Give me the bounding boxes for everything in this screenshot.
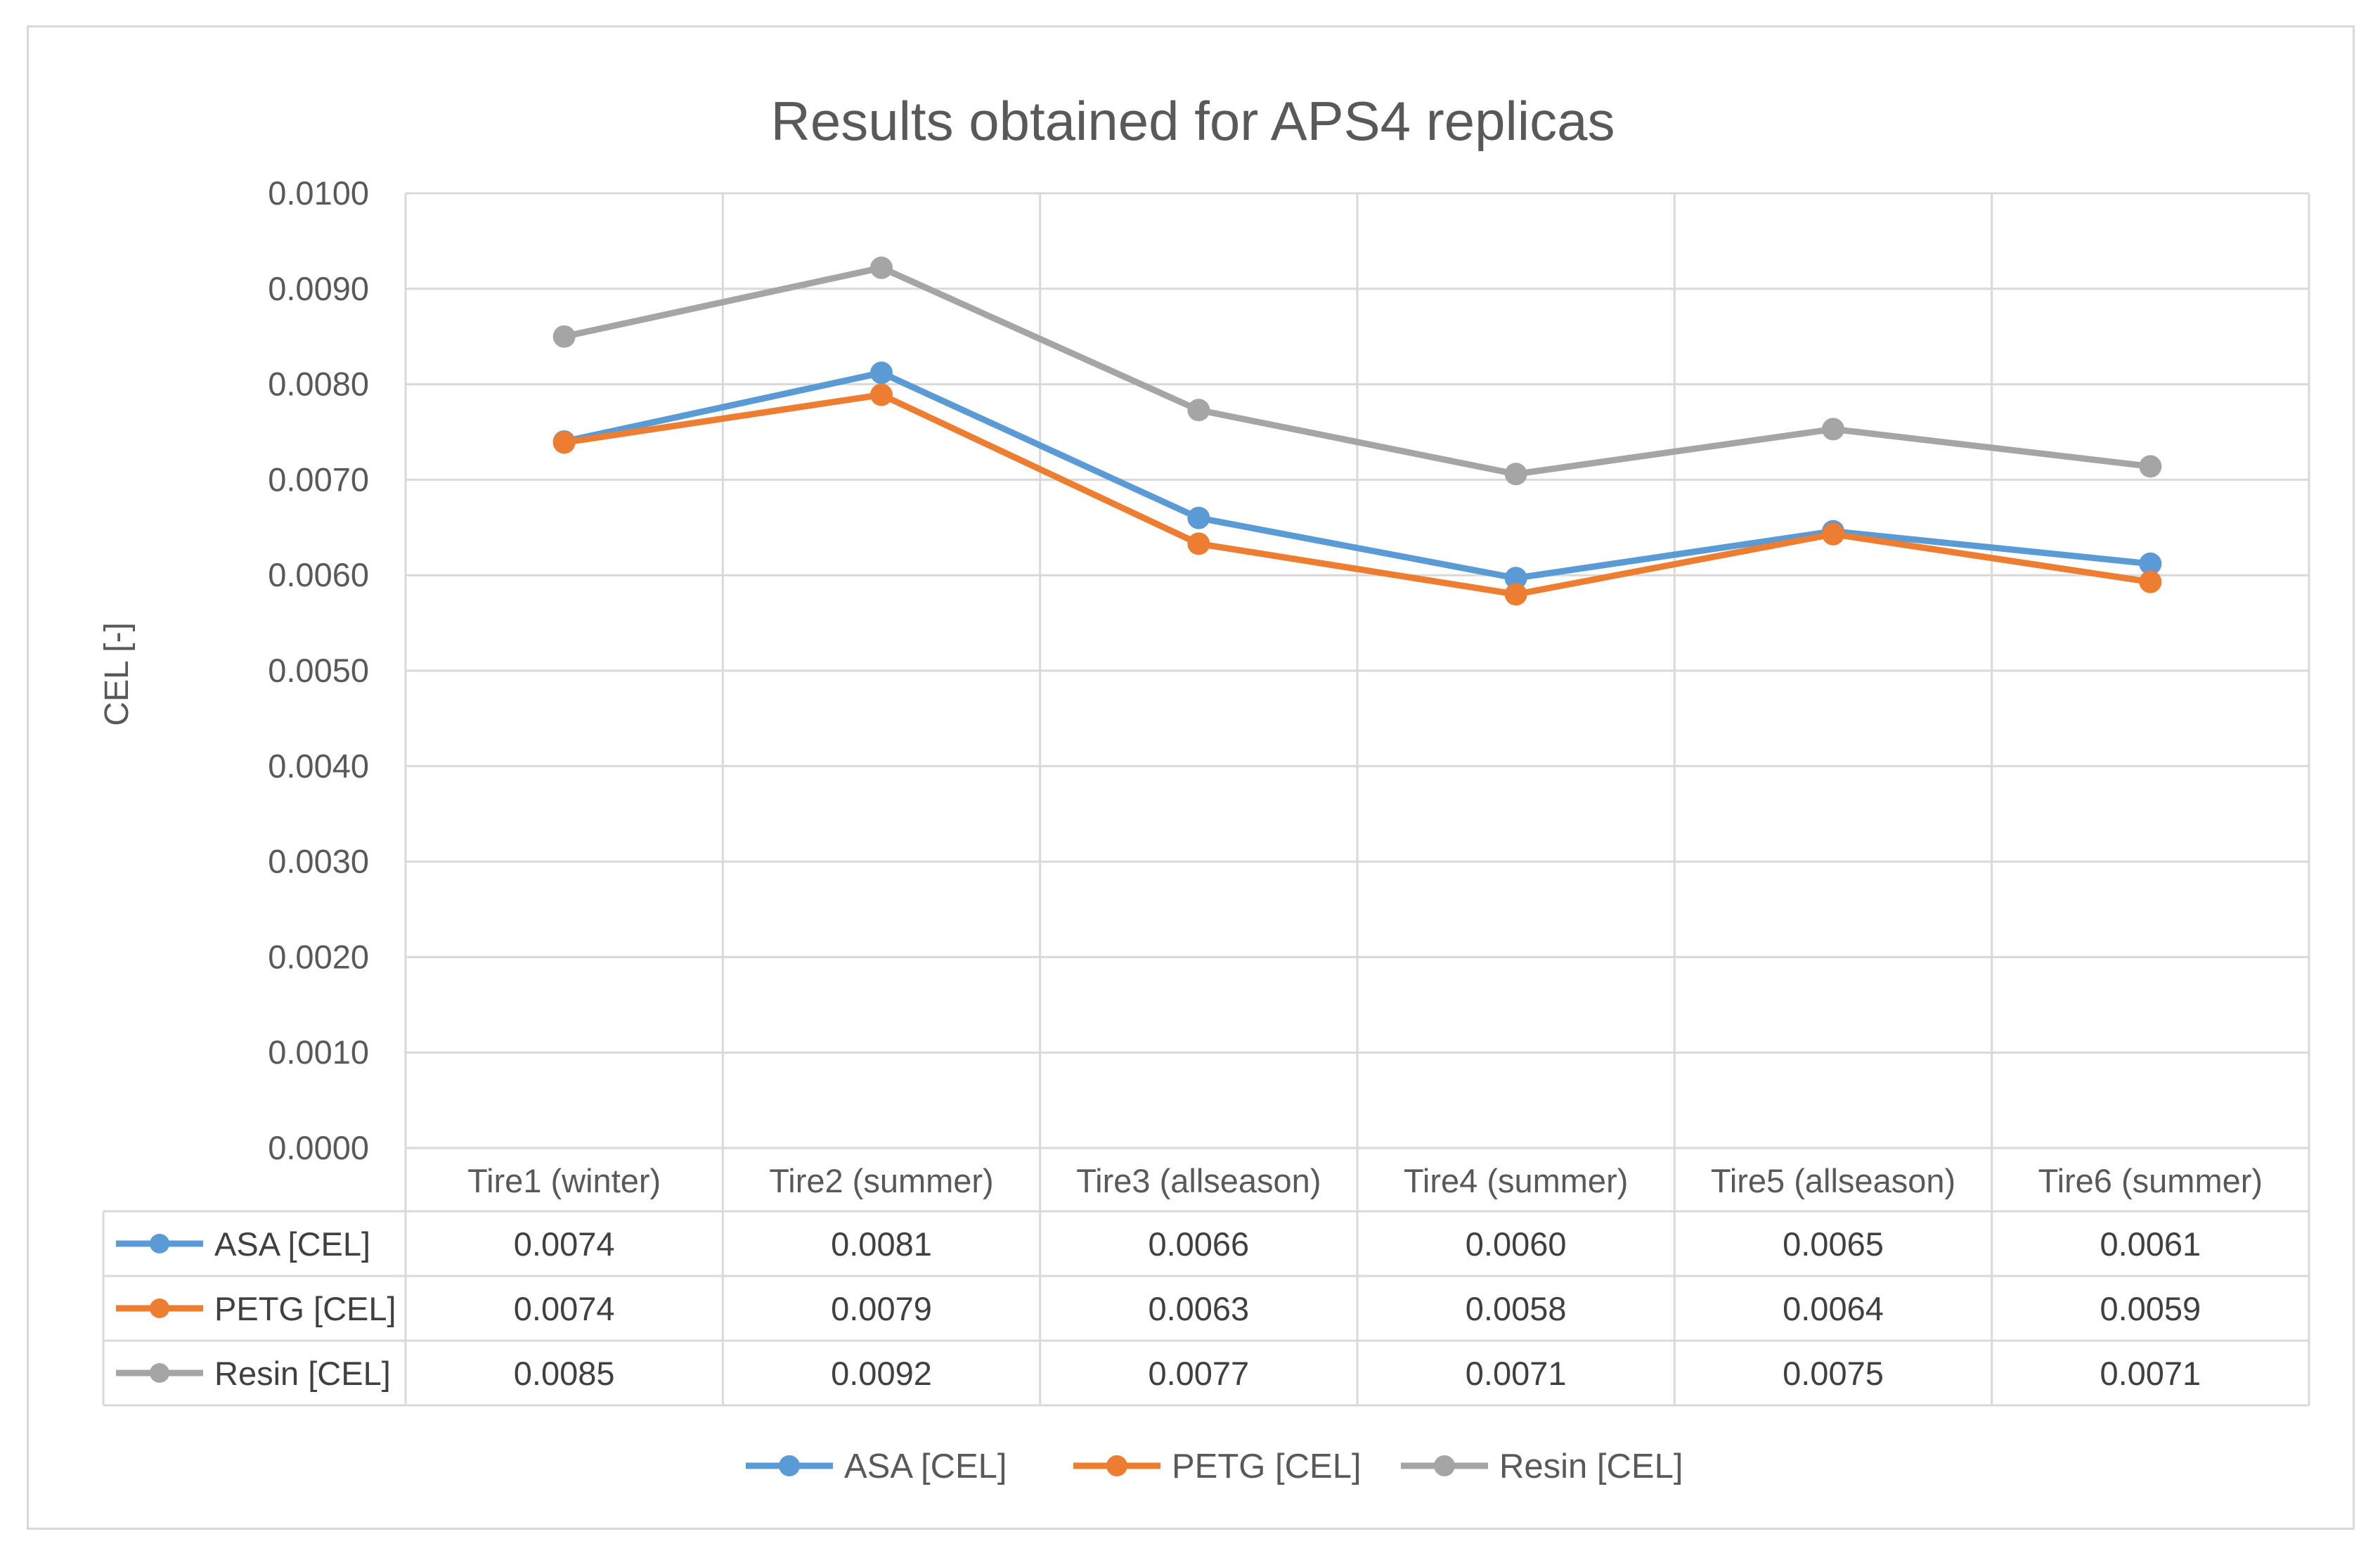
chart-title: Results obtained for APS4 replicas bbox=[770, 90, 1615, 152]
x-tick-label: Tire1 (winter) bbox=[467, 1162, 661, 1199]
y-tick-label: 0.0060 bbox=[268, 556, 369, 593]
data-point bbox=[1822, 522, 1844, 546]
series-line bbox=[561, 264, 2154, 477]
data-point bbox=[870, 256, 893, 279]
legend-key-marker bbox=[1106, 1455, 1127, 1476]
y-tick-label: 0.0010 bbox=[268, 1033, 369, 1071]
data-point bbox=[2139, 455, 2162, 478]
y-tick-label: 0.0000 bbox=[268, 1129, 369, 1166]
table-cell: 0.0071 bbox=[2100, 1355, 2201, 1392]
legend: ASA [CEL] PETG [CEL] Resin [CEL] bbox=[746, 1448, 1683, 1485]
y-tick-label: 0.0100 bbox=[268, 174, 369, 212]
data-point bbox=[2139, 570, 2162, 593]
y-axis-title: CEL [-] bbox=[98, 622, 136, 726]
data-point bbox=[552, 325, 576, 348]
x-tick-label: Tire5 (allseason) bbox=[1711, 1162, 1955, 1199]
x-tick-label: Tire2 (summer) bbox=[769, 1162, 993, 1199]
table-cell: 0.0075 bbox=[1783, 1355, 1884, 1392]
table-series-name: ASA [CEL] bbox=[214, 1225, 370, 1263]
data-point bbox=[870, 383, 893, 406]
table-series-name: PETG [CEL] bbox=[214, 1290, 396, 1327]
legend-key-marker bbox=[1434, 1455, 1455, 1476]
table-cell: 0.0079 bbox=[831, 1290, 932, 1327]
data-point bbox=[1504, 583, 1527, 606]
table-cell: 0.0065 bbox=[1783, 1225, 1884, 1263]
data-point bbox=[1822, 418, 1844, 441]
x-tick-label: Tire4 (summer) bbox=[1404, 1162, 1628, 1199]
x-tick-label: Tire3 (allseason) bbox=[1076, 1162, 1321, 1199]
table-cell: 0.0074 bbox=[514, 1225, 615, 1263]
series-line bbox=[561, 392, 2154, 598]
table-cell: 0.0081 bbox=[831, 1225, 932, 1263]
data-point bbox=[1504, 567, 1527, 590]
legend-label: Resin [CEL] bbox=[1499, 1448, 1683, 1485]
y-tick-label: 0.0040 bbox=[268, 747, 369, 785]
table-series-key-marker bbox=[150, 1363, 169, 1383]
y-tick-label: 0.0050 bbox=[268, 652, 369, 689]
x-tick-label: Tire6 (summer) bbox=[2038, 1162, 2263, 1199]
data-table: Tire1 (winter) Tire2 (summer) Tire3 (allse… bbox=[116, 1162, 2263, 1392]
table-cell: 0.0092 bbox=[831, 1355, 932, 1392]
table-cell: 0.0071 bbox=[1466, 1355, 1567, 1392]
table-cell: 0.0085 bbox=[514, 1355, 615, 1392]
chart-frame: Results obtained for APS4 replicas CEL [… bbox=[27, 25, 2355, 1530]
data-point bbox=[1504, 463, 1527, 486]
chart-svg: Results obtained for APS4 replicas CEL [… bbox=[98, 90, 2310, 1485]
table-cell: 0.0058 bbox=[1466, 1290, 1567, 1327]
table-cell: 0.0064 bbox=[1783, 1290, 1884, 1327]
table-series-key-marker bbox=[150, 1234, 169, 1253]
data-point bbox=[2139, 552, 2162, 575]
table-cell: 0.0059 bbox=[2100, 1290, 2201, 1327]
plot-series bbox=[552, 256, 2162, 606]
data-point bbox=[1187, 506, 1210, 529]
legend-label: ASA [CEL] bbox=[844, 1448, 1007, 1485]
table-cell: 0.0061 bbox=[2100, 1225, 2201, 1263]
y-axis-ticks: 0.0000 0.0010 0.0020 0.0030 0.0040 0.0050 0.00… bbox=[268, 174, 369, 1166]
y-tick-label: 0.0030 bbox=[268, 843, 369, 880]
table-cell: 0.0063 bbox=[1148, 1290, 1249, 1327]
data-point bbox=[1187, 399, 1210, 422]
gridlines bbox=[102, 192, 2310, 1407]
table-cell: 0.0066 bbox=[1148, 1225, 1249, 1263]
y-tick-label: 0.0080 bbox=[268, 366, 369, 403]
table-series-name: Resin [CEL] bbox=[214, 1355, 391, 1392]
series-line bbox=[561, 369, 2154, 581]
data-point bbox=[552, 431, 576, 454]
data-point bbox=[870, 361, 893, 385]
table-series-key-marker bbox=[150, 1298, 169, 1318]
table-cell: 0.0060 bbox=[1466, 1225, 1567, 1263]
legend-key-marker bbox=[779, 1455, 800, 1476]
y-tick-label: 0.0020 bbox=[268, 938, 369, 975]
legend-label: PETG [CEL] bbox=[1172, 1448, 1362, 1485]
table-cell: 0.0077 bbox=[1148, 1355, 1249, 1392]
data-point bbox=[1187, 532, 1210, 555]
table-cell: 0.0074 bbox=[514, 1290, 615, 1327]
y-tick-label: 0.0070 bbox=[268, 460, 369, 498]
y-tick-label: 0.0090 bbox=[268, 270, 369, 307]
